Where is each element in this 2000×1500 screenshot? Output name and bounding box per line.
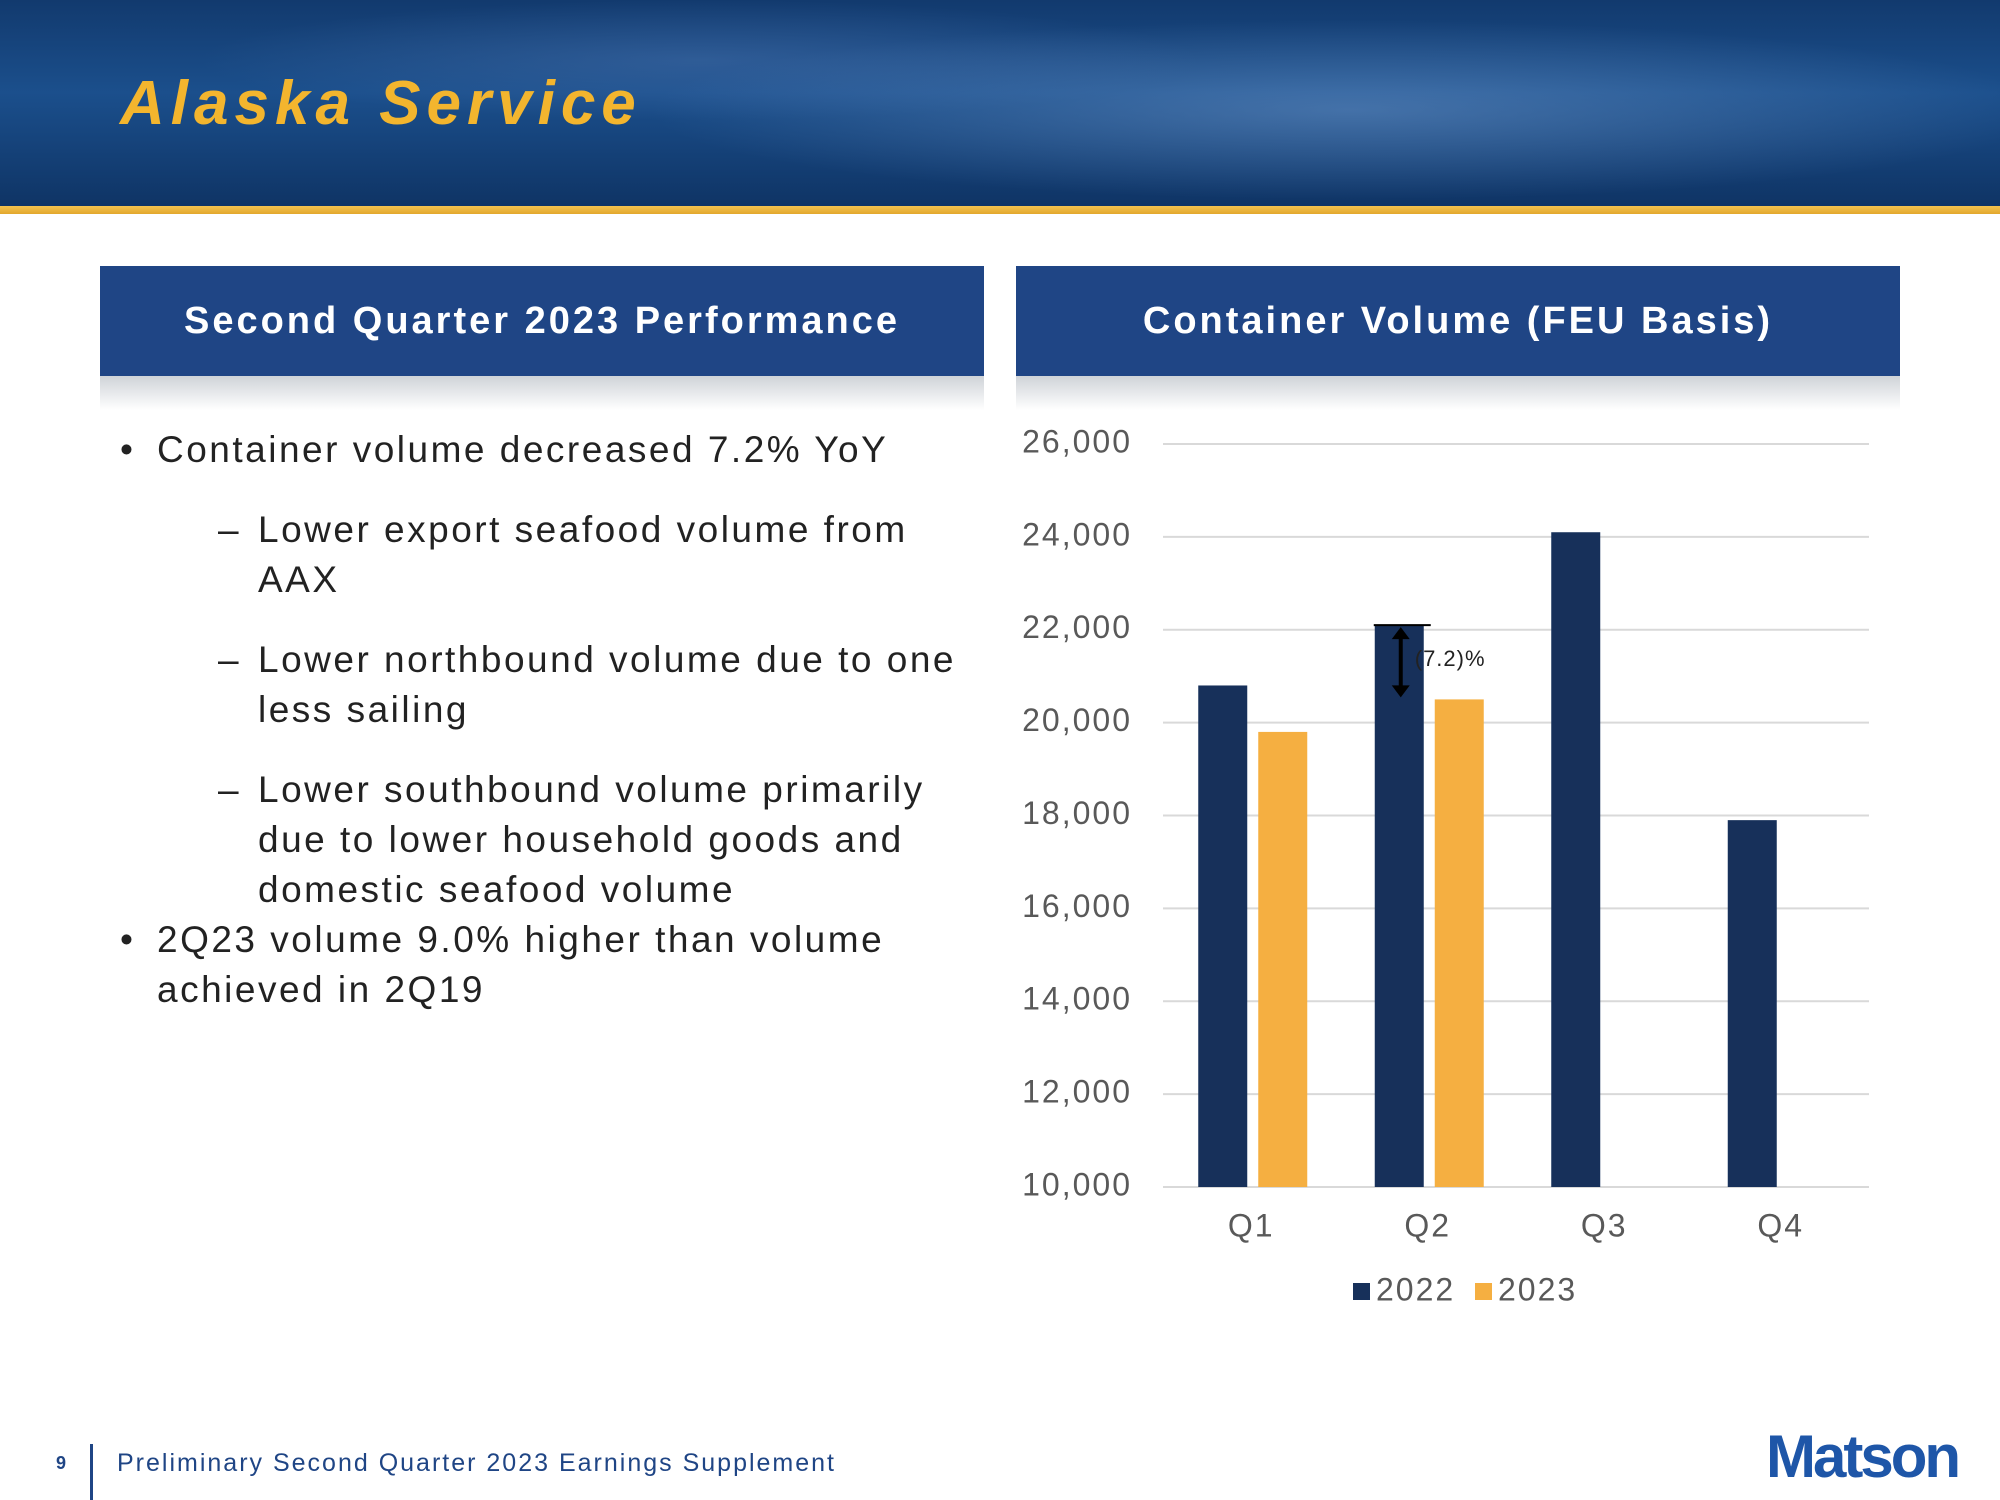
arrow-head (1391, 685, 1410, 698)
y-tick-label: 20,000 (1022, 702, 1132, 738)
y-tick-label: 22,000 (1022, 609, 1132, 645)
banner (0, 0, 2000, 206)
legend-swatch (1475, 1283, 1492, 1300)
bar (1198, 685, 1248, 1187)
legend-label: 2023 (1498, 1271, 1577, 1307)
bar (1727, 820, 1777, 1187)
bar (1434, 699, 1484, 1187)
y-tick-label: 10,000 (1022, 1166, 1132, 1202)
y-tick-label: 16,000 (1022, 888, 1132, 924)
page-number: 9 (56, 1453, 67, 1473)
y-tick-label: 12,000 (1022, 1074, 1132, 1110)
footer-divider (90, 1444, 93, 1500)
legend-label: 2022 (1376, 1271, 1455, 1307)
bullet-list: Container volume decreased 7.2% YoY Lower… (120, 425, 960, 1045)
banner-rule (0, 206, 2000, 214)
chart-title: Container Volume (FEU Basis) (1016, 266, 1900, 376)
y-tick-label: 26,000 (1022, 423, 1132, 459)
bullet: 2Q23 volume 9.0% higher than volume achi… (120, 915, 960, 1015)
footer-text: Preliminary Second Quarter 2023 Earnings… (117, 1449, 837, 1477)
y-tick-label: 18,000 (1022, 795, 1132, 831)
panel-heading: Second Quarter 2023 Performance (100, 266, 984, 376)
legend-swatch (1353, 1283, 1370, 1300)
x-tick-label: Q1 (1228, 1207, 1275, 1243)
arrow-head (1391, 627, 1410, 640)
panel-shadow (100, 376, 984, 410)
x-tick-label: Q4 (1757, 1207, 1804, 1243)
sub-bullet: Lower southbound volume primarily due to… (218, 765, 960, 915)
sub-bullet: Lower export seafood volume from AAX (218, 505, 960, 605)
panel-shadow (1016, 376, 1900, 410)
x-tick-label: Q3 (1581, 1207, 1628, 1243)
slide-title: Alaska Service (120, 69, 642, 138)
annotation: (7.2)% (1415, 646, 1486, 671)
sub-bullet: Lower northbound volume due to one less … (218, 635, 960, 735)
bar (1551, 532, 1601, 1187)
x-tick-label: Q2 (1404, 1207, 1451, 1243)
bar (1258, 731, 1308, 1187)
bar (1374, 625, 1424, 1187)
y-tick-label: 14,000 (1022, 981, 1132, 1017)
bullet: Container volume decreased 7.2% YoY (120, 425, 960, 475)
logo: Matson (1766, 1423, 1961, 1490)
y-tick-label: 24,000 (1022, 516, 1132, 552)
